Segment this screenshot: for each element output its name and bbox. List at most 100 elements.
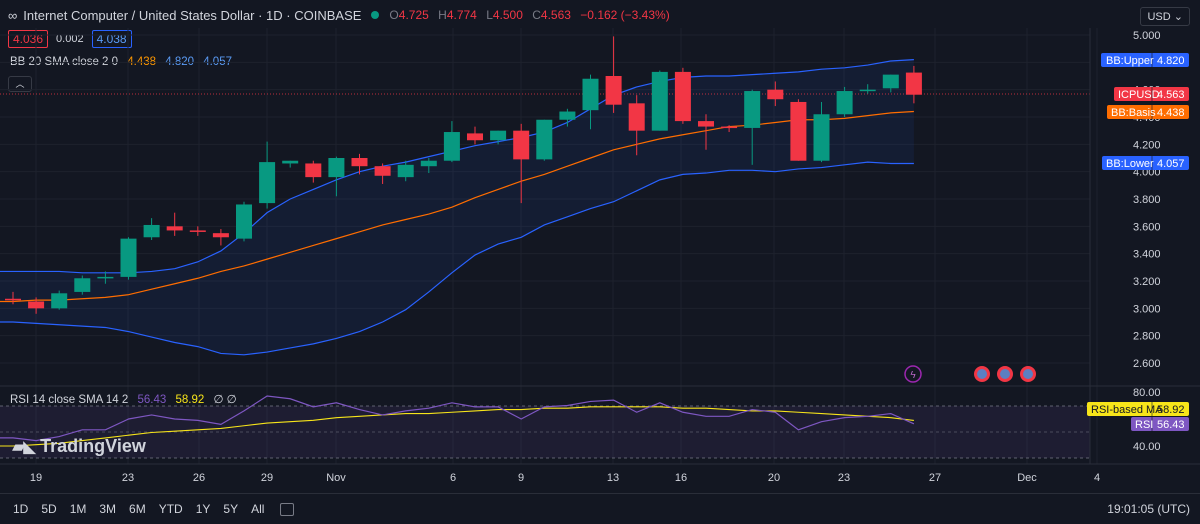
rsi-legend[interactable]: RSI 14 close SMA 14 2 56.43 58.92 ∅ ∅ [10,394,237,406]
candle [559,108,576,127]
candle [882,74,899,93]
svg-text:4.820: 4.820 [1157,55,1185,67]
candle-body [628,103,645,131]
candle [420,158,437,174]
bb-lower-line [0,161,914,356]
clock[interactable]: 19:01:05 (UTC) [1107,502,1190,516]
candle [651,70,668,131]
candle [236,201,252,242]
candle [305,160,322,183]
time-tick-label: 9 [518,472,524,484]
candle-body [420,160,437,167]
range-3m[interactable]: 3M [99,502,117,516]
svg-text:58.92: 58.92 [1157,404,1185,416]
range-1m[interactable]: 1M [69,502,87,516]
time-tick-label: 16 [675,472,687,484]
svg-text:BB:Upper: BB:Upper [1106,55,1154,67]
price-tick-label: 3.800 [1133,194,1161,206]
candle [282,160,299,168]
candle-body [605,76,622,105]
chart-header: ∞ Internet Computer / United States Doll… [8,4,676,26]
candle [259,141,276,209]
link-icon[interactable]: ∞ [8,7,18,23]
price-tick-label: 3.000 [1133,303,1161,315]
tradingview-logo-icon: ▰◣ [12,436,36,456]
candle [698,114,714,150]
bb-basis-tag: BB:Basis 4.438 [1107,105,1189,119]
svg-text:BB:Lower: BB:Lower [1106,158,1154,170]
candle-body [467,133,483,141]
range-5d[interactable]: 5D [41,502,57,516]
candle-body [212,233,229,238]
candle [836,86,853,117]
range-all[interactable]: All [251,502,265,516]
time-tick-label: 23 [122,472,134,484]
candle-body [166,226,183,231]
low-value: 4.500 [492,8,523,22]
candle-body [282,160,299,164]
rsi-line [0,395,915,442]
candle [97,271,114,284]
candles [5,36,922,314]
candle [790,99,807,161]
bb-lower-tag: BB:Lower 4.057 [1102,156,1189,170]
range-ytd[interactable]: YTD [158,502,183,516]
candle-body [397,164,414,178]
candle [813,101,830,163]
collapse-legend-button[interactable]: ︿ [8,76,32,92]
svg-text:ICPUSD: ICPUSD [1118,89,1160,101]
candle [74,275,91,295]
range-6m[interactable]: 6M [129,502,146,516]
candle-body [189,230,206,232]
candle-body [328,158,345,178]
candle-body [698,121,714,127]
chart-canvas[interactable]: 5.0004.6004.4004.2004.0003.8003.6003.400… [0,0,1200,494]
candle-body [490,130,507,141]
candle [513,123,530,204]
range-1y[interactable]: 1Y [195,502,211,516]
flag-icon-3 [1020,366,1036,382]
flag-icon-2 [997,366,1013,382]
date-range-icon[interactable] [280,502,295,516]
symbol-title[interactable]: Internet Computer / United States Dollar… [23,7,362,23]
time-tick-label: 27 [929,472,941,484]
candle-body [836,91,853,115]
svg-text:4.057: 4.057 [1157,158,1185,170]
candle-body [674,71,691,122]
candle-body [236,204,252,239]
svg-text:4.438: 4.438 [1157,107,1185,119]
candle-body [813,114,830,161]
candle-body [305,163,322,178]
price-tick-label: 2.800 [1133,331,1161,343]
candle-body [859,89,876,92]
currency-selector[interactable]: USD ⌄ [1140,7,1190,26]
candle-body [767,89,784,100]
candle [189,226,206,236]
close-value: 4.563 [540,8,571,22]
lightning-icon [904,365,922,383]
icp-price-tag: ICPUSD 4.563 [1114,87,1189,101]
candle-body [259,162,276,204]
candle [859,84,876,94]
candle-body [790,101,807,161]
ohlc-values: O4.725 H4.774 L4.500 C4.563 −0.162 (−3.4… [389,8,670,22]
price-tick-label: 4.200 [1133,139,1161,151]
time-tick-label: 19 [30,472,42,484]
candle [120,237,137,280]
candle [490,130,507,145]
candle-body [721,126,738,129]
candle [351,153,368,175]
time-tick-label: 20 [768,472,780,484]
candle-body [374,166,391,176]
range-1d[interactable]: 1D [13,502,29,516]
candle [28,297,45,314]
candle-body [536,119,553,160]
svg-text:56.43: 56.43 [1157,419,1185,431]
high-value: 4.774 [446,8,477,22]
candle [536,119,553,161]
price-tick-label: 5.000 [1133,30,1161,42]
candle-body [744,91,761,128]
candle [51,290,68,310]
range-5y[interactable]: 5Y [223,502,239,516]
flag-icon-1 [974,366,990,382]
